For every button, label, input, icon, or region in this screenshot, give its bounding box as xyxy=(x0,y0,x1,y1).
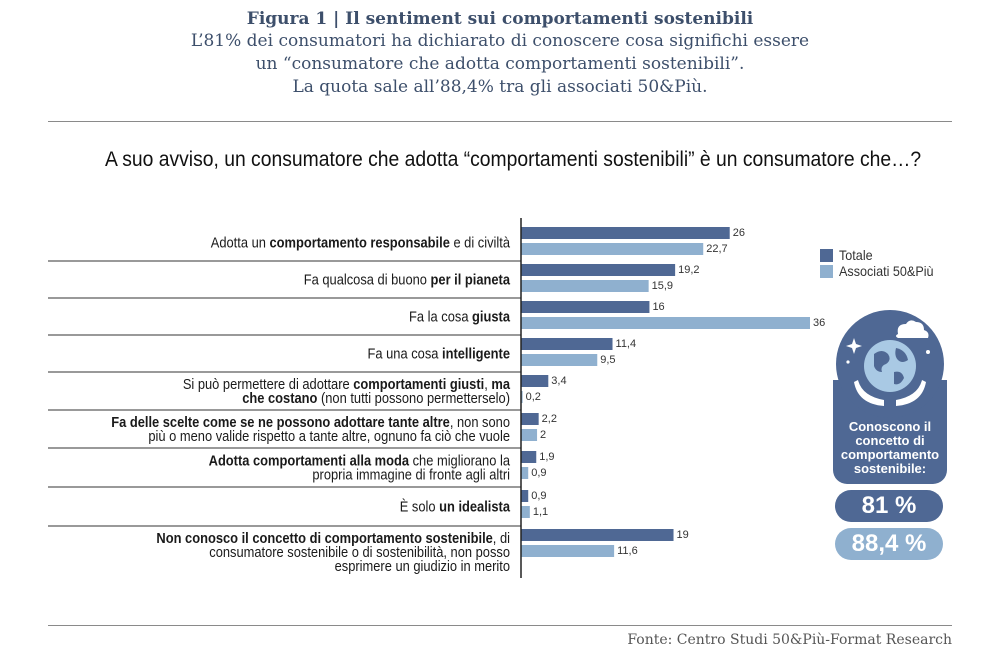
bar-associati xyxy=(521,429,538,441)
figure-title: Figura 1 | Il sentiment sui comportament… xyxy=(246,9,754,29)
category-label: Si può permettere di adottare comportame… xyxy=(183,375,510,406)
chart-legend: Totale Associati 50&Più xyxy=(820,247,944,279)
bar-totale xyxy=(521,490,529,502)
legend-item-totale: Totale xyxy=(820,247,944,263)
data-label-associati: 11,6 xyxy=(617,545,638,557)
data-label-totale: 16 xyxy=(652,301,664,313)
legend-item-associati: Associati 50&Più xyxy=(820,263,944,279)
figure-subtitle-line-3: La quota sale all’88,4% tra gli associat… xyxy=(292,77,708,97)
category-label: È solo un idealista xyxy=(400,498,510,515)
category-label: Adotta comportamenti alla moda che migli… xyxy=(209,452,511,483)
data-label-associati: 22,7 xyxy=(706,243,727,255)
category-label: Fa qualcosa di buono per il pianeta xyxy=(304,271,510,288)
globe-hands-icon xyxy=(846,320,930,406)
bar-totale xyxy=(521,227,730,239)
data-label-totale: 26 xyxy=(733,227,745,239)
data-label-totale: 3,4 xyxy=(551,375,566,387)
bar-totale xyxy=(521,529,674,541)
data-label-associati: 1,1 xyxy=(533,506,548,518)
data-label-associati: 36 xyxy=(813,317,825,329)
badge-value-totale: 81 % xyxy=(835,490,943,522)
survey-question: A suo avviso, un consumatore che adotta … xyxy=(105,148,922,171)
bar-totale xyxy=(521,375,549,387)
data-label-associati: 2 xyxy=(540,429,546,441)
figure-header: Figura 1 | Il sentiment sui comportament… xyxy=(0,8,1000,99)
bar-associati xyxy=(521,467,529,479)
category-label: Fa delle scelte come se ne possono adott… xyxy=(111,413,510,444)
data-label-totale: 11,4 xyxy=(616,338,637,350)
data-label-totale: 19,2 xyxy=(678,264,699,276)
bar-associati xyxy=(521,545,615,557)
category-label: Fa la cosa giusta xyxy=(409,308,510,325)
top-divider xyxy=(48,121,952,122)
bar-totale xyxy=(521,338,613,350)
data-label-associati: 0,2 xyxy=(526,391,541,403)
bar-associati xyxy=(521,506,530,518)
bar-associati xyxy=(521,243,704,255)
bar-associati xyxy=(521,391,523,403)
data-label-totale: 19 xyxy=(677,529,689,541)
legend-swatch-associati xyxy=(820,264,833,278)
legend-label-totale: Totale xyxy=(839,247,873,263)
bar-associati xyxy=(521,317,810,329)
bar-associati xyxy=(521,354,598,366)
legend-label-associati: Associati 50&Più xyxy=(839,263,934,279)
bar-totale xyxy=(521,451,537,463)
data-label-associati: 15,9 xyxy=(652,280,673,292)
data-label-totale: 2,2 xyxy=(542,413,557,425)
bar-associati xyxy=(521,280,649,292)
figure-subtitle-line-1: L’81% dei consumatori ha dichiarato di c… xyxy=(190,31,810,51)
data-label-totale: 0,9 xyxy=(531,490,546,502)
category-label: Non conosco il concetto di comportamento… xyxy=(156,529,510,574)
data-label-totale: 1,9 xyxy=(539,451,554,463)
source-note: Fonte: Centro Studi 50&Più-Format Resear… xyxy=(627,632,952,648)
bar-totale xyxy=(521,301,650,313)
legend-swatch-totale xyxy=(820,248,833,262)
badge-text: Conoscono il concetto di comportamento s… xyxy=(840,419,940,476)
badge-value-associati: 88,4 % xyxy=(835,528,943,560)
figure-subtitle-line-2: un “consumatore che adotta comportamenti… xyxy=(255,54,745,74)
bar-totale xyxy=(521,413,539,425)
bottom-divider xyxy=(48,625,952,626)
bar-totale xyxy=(521,264,676,276)
data-label-associati: 9,5 xyxy=(600,354,615,366)
category-label: Adotta un comportamento responsabile e d… xyxy=(211,234,510,251)
data-label-associati: 0,9 xyxy=(531,467,546,479)
category-label: Fa una cosa intelligente xyxy=(368,345,511,362)
